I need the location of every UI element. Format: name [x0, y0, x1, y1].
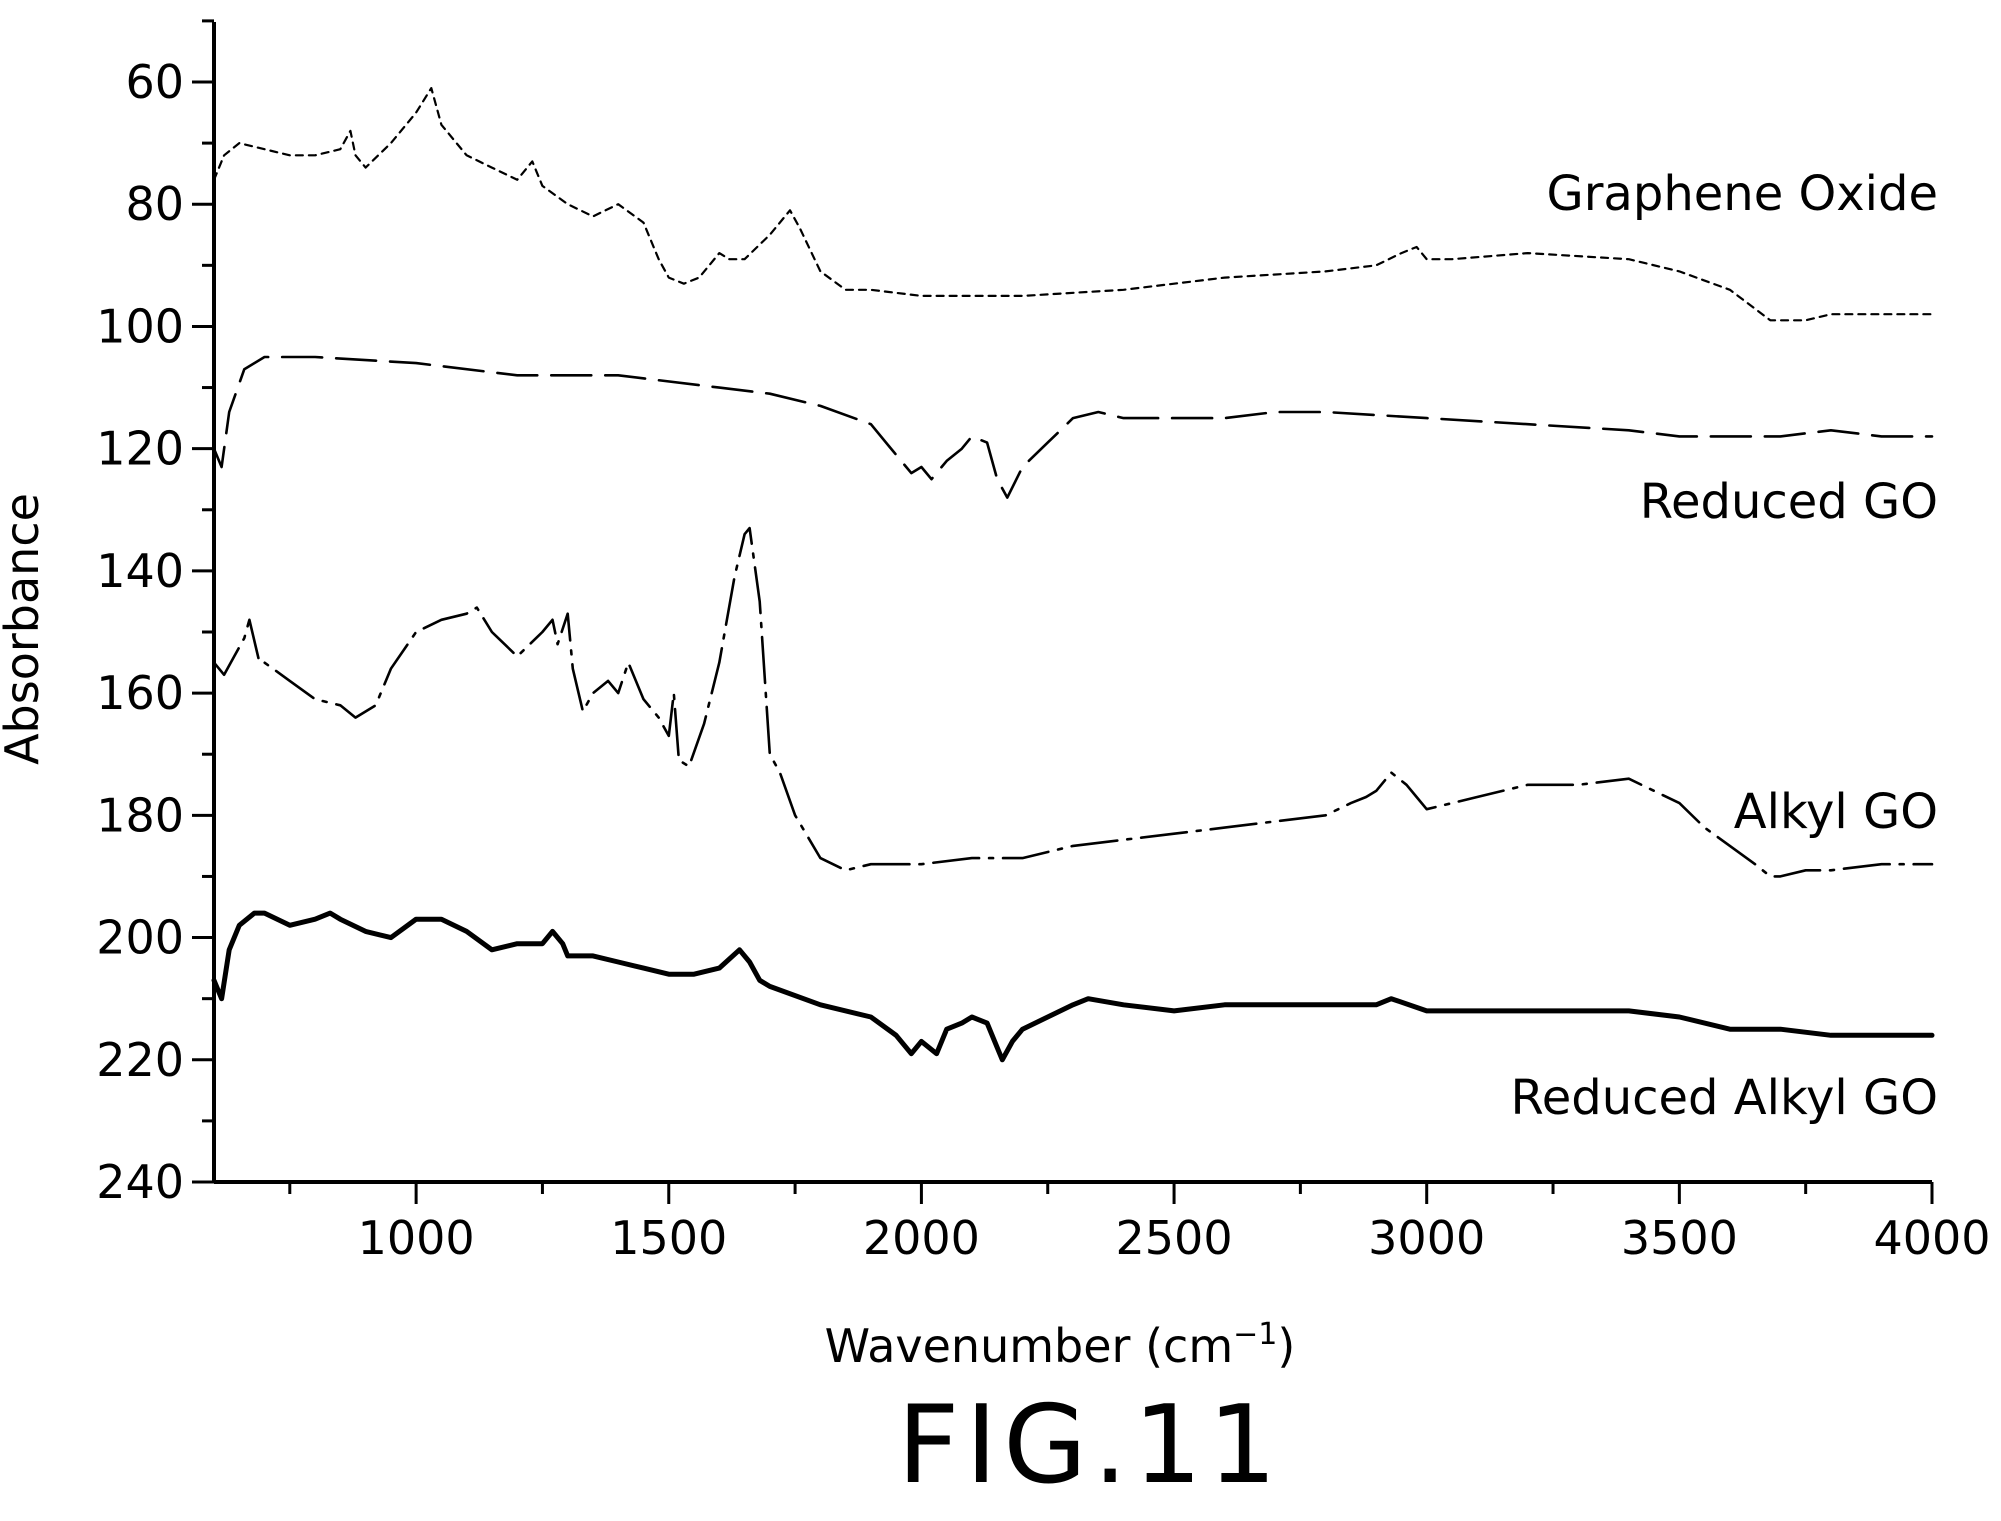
series-label-graphene-oxide: Graphene Oxide: [1547, 166, 1939, 222]
x-axis-title: Wavenumber (cm−1): [825, 1317, 1296, 1373]
x-tick-label: 2000: [863, 1211, 980, 1265]
x-tick-label: 1000: [358, 1211, 475, 1265]
y-tick-label: 100: [96, 299, 184, 353]
y-tick-label: 220: [96, 1033, 184, 1087]
series-line-graphene-oxide: [212, 87, 1934, 322]
figure-caption: FIG.11: [897, 1383, 1282, 1508]
series-label-reduced-go: Reduced GO: [1640, 474, 1938, 530]
series-label-alkyl-go: Alkyl GO: [1734, 784, 1938, 840]
y-tick-label: 80: [125, 177, 184, 231]
y-axis-title: Absorbance: [0, 493, 49, 765]
y-tick-label: 120: [96, 422, 184, 476]
series-line-alkyl-go: [212, 526, 1934, 878]
x-axis-title-close: ): [1277, 1319, 1295, 1373]
y-tick-label: 200: [96, 911, 184, 965]
x-axis-title-superscript: −1: [1233, 1317, 1277, 1352]
x-tick-label: 2500: [1116, 1211, 1233, 1265]
x-axis-title-main: Wavenumber (cm: [825, 1319, 1233, 1373]
series-line-reduced-go: [212, 355, 1934, 499]
y-tick-label: 240: [96, 1155, 184, 1209]
x-tick-label: 3500: [1621, 1211, 1738, 1265]
y-tick-label: 60: [125, 55, 184, 109]
y-tick-label: 180: [96, 788, 184, 842]
axes: 60 80 100 120 140 160 180 200 220 240 1000 1500 2000…: [96, 19, 1991, 1265]
series-layer: [211, 87, 1935, 1063]
y-tick-label: 140: [96, 544, 184, 598]
x-tick-label: 4000: [1873, 1211, 1990, 1265]
x-tick-label: 3000: [1368, 1211, 1485, 1265]
y-tick-label: 160: [96, 666, 184, 720]
series-line-reduced-alkyl-go: [211, 910, 1935, 1063]
series-label-reduced-alkyl-go: Reduced Alkyl GO: [1511, 1070, 1939, 1126]
x-tick-label: 1500: [610, 1211, 727, 1265]
